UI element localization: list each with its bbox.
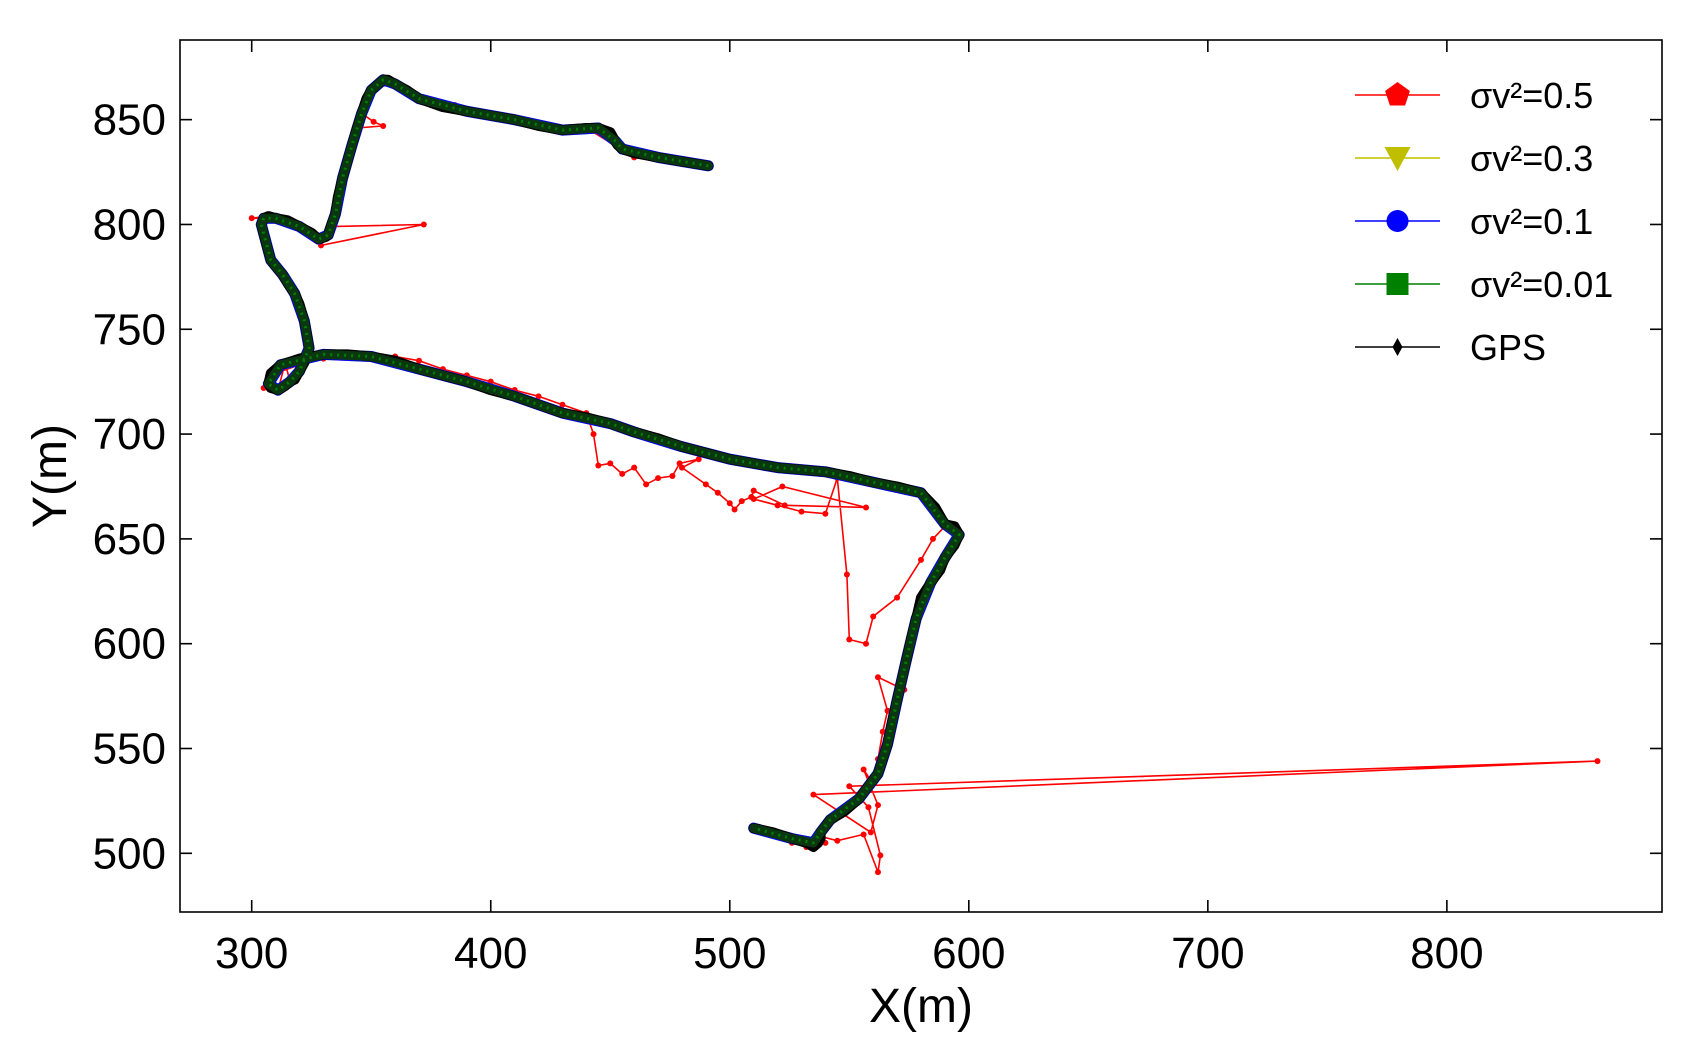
diamond-marker-icon	[1392, 338, 1403, 356]
series-point	[870, 613, 877, 620]
series-point	[877, 852, 884, 859]
series-point	[865, 804, 872, 811]
legend-item: σv²=0.3	[1355, 138, 1593, 179]
series-point	[860, 831, 867, 838]
series-point	[822, 510, 829, 517]
series-point	[860, 766, 867, 773]
series-point	[655, 475, 662, 482]
ticks-layer: 300 400 500 600 700 800 500 550 600 650 700 750 800 8…	[93, 40, 1662, 978]
series-point	[874, 802, 881, 809]
series-point	[867, 829, 874, 836]
legend-label: σv²=0.3	[1470, 138, 1593, 179]
series-point	[380, 122, 387, 129]
series-point	[416, 357, 423, 364]
series-point	[781, 502, 788, 509]
series-point	[731, 506, 738, 513]
series-point	[702, 481, 709, 488]
y-tick-label: 850	[93, 96, 166, 145]
series-point	[669, 473, 676, 479]
legend-item: σv²=0.01	[1355, 264, 1613, 305]
series-layer	[248, 74, 1601, 876]
legend: σv²=0.5 σv²=0.3 σv²=0.1 σv²=0.01 GPS	[1355, 75, 1613, 368]
triangle-marker-icon	[1384, 147, 1411, 171]
x-tick-label: 400	[454, 929, 527, 978]
y-tick-label: 700	[93, 410, 166, 459]
x-axis-title: X(m)	[869, 980, 973, 1033]
legend-label: σv²=0.01	[1470, 264, 1613, 305]
series-point	[846, 636, 853, 643]
series-point	[420, 221, 427, 228]
y-tick-label: 750	[93, 305, 166, 354]
legend-item: σv²=0.5	[1355, 75, 1593, 116]
series-4	[256, 75, 964, 848]
legend-label: σv²=0.1	[1470, 201, 1593, 242]
series-point	[643, 481, 650, 488]
x-tick-label: 600	[932, 929, 1005, 978]
y-tick-label: 650	[93, 515, 166, 564]
series-point	[559, 401, 566, 408]
series-point	[779, 483, 786, 490]
series-point	[894, 594, 901, 601]
series-point	[1594, 758, 1601, 765]
legend-label: GPS	[1470, 327, 1546, 368]
series-point	[846, 783, 853, 790]
series-point	[595, 462, 602, 469]
series-point	[678, 464, 685, 471]
series-point	[863, 504, 870, 511]
series-point	[798, 508, 805, 515]
legend-item: GPS	[1355, 327, 1546, 368]
series-point	[695, 456, 702, 463]
x-tick-label: 300	[215, 929, 288, 978]
series-point	[834, 837, 841, 844]
x-tick-label: 800	[1410, 929, 1483, 978]
x-tick-label: 700	[1171, 929, 1244, 978]
x-tick-label: 500	[693, 929, 766, 978]
series-point	[714, 489, 721, 496]
pentagon-marker-icon	[1385, 82, 1410, 106]
series-point	[863, 640, 870, 647]
series-point	[929, 535, 936, 542]
series-point	[810, 791, 817, 798]
plot-frame	[179, 39, 1663, 913]
series-point	[726, 500, 733, 507]
circle-marker-icon	[1386, 210, 1409, 232]
series-point	[843, 571, 850, 578]
series-point	[874, 869, 881, 876]
series-point	[774, 502, 781, 509]
legend-item: σv²=0.1	[1355, 201, 1593, 242]
legend-label: σv²=0.5	[1470, 75, 1593, 116]
series-point	[918, 556, 924, 563]
series-point	[631, 464, 638, 471]
series-point	[738, 498, 745, 505]
y-tick-label: 550	[93, 725, 166, 774]
series-point	[619, 470, 626, 477]
series-point	[750, 487, 757, 494]
series-point	[750, 496, 757, 503]
y-tick-label: 800	[93, 200, 166, 249]
series-point	[370, 118, 377, 125]
series-point	[590, 431, 597, 438]
series-line-markers	[259, 78, 961, 845]
series-point	[248, 215, 255, 222]
square-marker-icon	[1386, 273, 1409, 295]
series-point	[879, 728, 886, 735]
y-tick-label: 500	[93, 829, 166, 878]
series-point	[535, 393, 542, 400]
series-point	[607, 460, 614, 467]
y-tick-label: 600	[93, 620, 166, 669]
y-axis-title: Y(m)	[24, 424, 77, 528]
series-point	[874, 674, 881, 681]
